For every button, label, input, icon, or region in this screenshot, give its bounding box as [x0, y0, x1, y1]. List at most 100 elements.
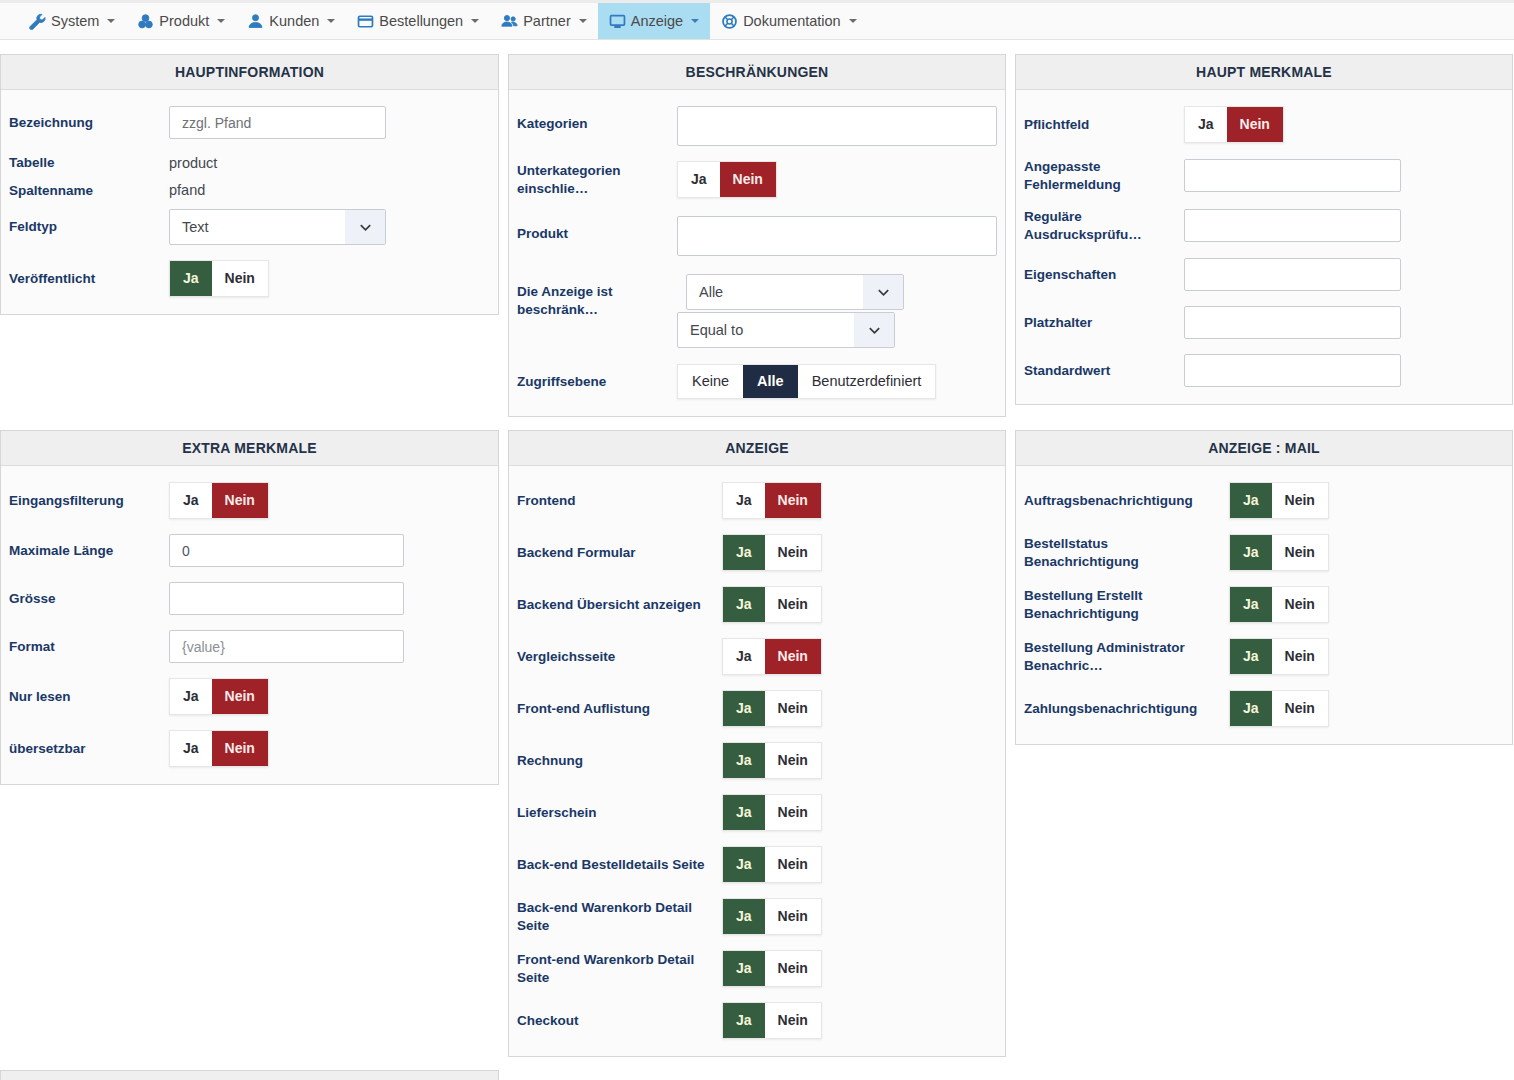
toggle-nein-button[interactable]: Nein	[765, 1003, 821, 1038]
toggle-ja-button[interactable]: Ja	[723, 899, 765, 934]
toggle-ja-button[interactable]: Ja	[1230, 483, 1272, 518]
toggle-nein-button[interactable]: Nein	[212, 679, 268, 714]
toggle-nein-button[interactable]: Nein	[212, 261, 268, 296]
chevron-down-icon	[345, 210, 385, 244]
toggle-nein-button[interactable]: Nein	[765, 743, 821, 778]
yes-no-toggle: Ja Nein	[1229, 534, 1329, 571]
field-label: Back-end Warenkorb Detail Seite	[517, 899, 722, 934]
field-label-spaltenname: Spaltenname	[9, 182, 169, 200]
menu-item-bestellungen[interactable]: Bestellungen	[346, 3, 490, 39]
uebersetzbar-toggle: Ja Nein	[169, 730, 269, 767]
fehlermeldung-input[interactable]	[1184, 159, 1401, 192]
toggle-nein-button[interactable]: Nein	[765, 951, 821, 986]
field-label: Rechnung	[517, 752, 722, 770]
card-icon	[357, 13, 374, 30]
panel-anzeige: ANZEIGE Frontend Ja Nein Backend Formula…	[508, 430, 1006, 1057]
toggle-nein-button[interactable]: Nein	[765, 795, 821, 830]
toggle-ja-button[interactable]: Ja	[723, 587, 765, 622]
toggle-ja-button[interactable]: Ja	[723, 639, 765, 674]
toggle-nein-button[interactable]: Nein	[765, 639, 821, 674]
toggle-ja-button[interactable]: Ja	[1230, 639, 1272, 674]
menu-item-dokumentation[interactable]: Dokumentation	[710, 3, 868, 39]
toggle-ja-button[interactable]: Ja	[723, 951, 765, 986]
toggle-nein-button[interactable]: Nein	[212, 731, 268, 766]
field-label-format: Format	[9, 638, 169, 656]
toggle-nein-button[interactable]: Nein	[765, 587, 821, 622]
beschraenkt-select[interactable]: Alle	[686, 274, 904, 310]
regex-input[interactable]	[1184, 209, 1401, 242]
field-label: Checkout	[517, 1012, 722, 1030]
menu-item-label: Partner	[523, 13, 571, 29]
bezeichnung-input[interactable]	[169, 106, 386, 139]
kategorien-input[interactable]	[677, 106, 997, 146]
feldtyp-select[interactable]: Text	[169, 209, 386, 245]
toggle-ja-button[interactable]: Ja	[723, 535, 765, 570]
toggle-ja-button[interactable]: Ja	[170, 261, 212, 296]
chevron-down-icon	[217, 19, 225, 23]
toggle-ja-button[interactable]: Ja	[1230, 691, 1272, 726]
produkt-input[interactable]	[677, 216, 997, 256]
menu-item-label: Bestellungen	[379, 13, 463, 29]
toggle-ja-button[interactable]: Ja	[1185, 107, 1227, 142]
toggle-nein-button[interactable]: Nein	[765, 847, 821, 882]
toggle-ja-button[interactable]: Ja	[723, 691, 765, 726]
toggle-nein-button[interactable]: Nein	[765, 535, 821, 570]
panel-title: ANZEIGE	[509, 431, 1005, 466]
format-input[interactable]	[169, 630, 404, 663]
toggle-ja-button[interactable]: Ja	[723, 847, 765, 882]
toggle-nein-button[interactable]: Nein	[1272, 691, 1328, 726]
toggle-ja-button[interactable]: Ja	[170, 731, 212, 766]
toggle-nein-button[interactable]: Nein	[720, 162, 776, 197]
toggle-ja-button[interactable]: Ja	[723, 483, 765, 518]
menu-item-system[interactable]: System	[18, 3, 126, 39]
yes-no-toggle: Ja Nein	[1229, 690, 1329, 727]
toggle-ja-button[interactable]: Ja	[170, 483, 212, 518]
toggle-nein-button[interactable]: Nein	[765, 899, 821, 934]
user-icon	[247, 13, 264, 30]
toggle-nein-button[interactable]: Nein	[212, 483, 268, 518]
choice-alle-button[interactable]: Alle	[743, 365, 798, 398]
field-label: Front-end Auflistung	[517, 700, 722, 718]
toggle-ja-button[interactable]: Ja	[678, 162, 720, 197]
panel-title: ANZEIGE : MAIL	[1016, 431, 1512, 466]
maxlaenge-input[interactable]	[169, 534, 404, 567]
yes-no-toggle: Ja Nein	[722, 690, 822, 727]
wrench-icon	[29, 13, 46, 30]
toggle-ja-button[interactable]: Ja	[723, 1003, 765, 1038]
field-label-pflichtfeld: Pflichtfeld	[1024, 116, 1184, 134]
menu-item-kunden[interactable]: Kunden	[236, 3, 346, 39]
menu-item-label: System	[51, 13, 99, 29]
toggle-nein-button[interactable]: Nein	[1272, 639, 1328, 674]
panel-vorschau: VORSCHAU zzgl. Pfand	[0, 1070, 499, 1080]
field-label-regex: Reguläre Ausdrucksprüfu…	[1024, 208, 1184, 243]
toggle-nein-button[interactable]: Nein	[1272, 483, 1328, 518]
toggle-nein-button[interactable]: Nein	[765, 483, 821, 518]
choice-keine-button[interactable]: Keine	[678, 365, 743, 398]
menu-item-partner[interactable]: Partner	[490, 3, 598, 39]
choice-benutzerdefiniert-button[interactable]: Benutzerdefiniert	[798, 365, 936, 398]
beschraenkt-operator-select[interactable]: Equal to	[677, 312, 895, 348]
toggle-nein-button[interactable]: Nein	[1272, 587, 1328, 622]
platzhalter-input[interactable]	[1184, 306, 1401, 339]
top-menubar: System Produkt Kunden Bestellungen Partn…	[0, 0, 1514, 40]
toggle-nein-button[interactable]: Nein	[765, 691, 821, 726]
groesse-input[interactable]	[169, 582, 404, 615]
panel-extra-merkmale: EXTRA MERKMALE Eingangsfilterung Ja Nein…	[0, 430, 499, 785]
field-label-tabelle: Tabelle	[9, 154, 169, 172]
toggle-ja-button[interactable]: Ja	[1230, 587, 1272, 622]
field-label: Backend Übersicht anzeigen	[517, 596, 722, 614]
toggle-ja-button[interactable]: Ja	[723, 795, 765, 830]
toggle-ja-button[interactable]: Ja	[170, 679, 212, 714]
menu-item-anzeige[interactable]: Anzeige	[598, 3, 710, 39]
toggle-ja-button[interactable]: Ja	[1230, 535, 1272, 570]
field-label-eigenschaften: Eigenschaften	[1024, 266, 1184, 284]
toggle-nein-button[interactable]: Nein	[1227, 107, 1283, 142]
yes-no-toggle: Ja Nein	[1229, 638, 1329, 675]
veroeffentlicht-toggle: Ja Nein	[169, 260, 269, 297]
menu-item-label: Kunden	[269, 13, 319, 29]
toggle-ja-button[interactable]: Ja	[723, 743, 765, 778]
toggle-nein-button[interactable]: Nein	[1272, 535, 1328, 570]
standardwert-input[interactable]	[1184, 354, 1401, 387]
menu-item-produkt[interactable]: Produkt	[126, 3, 236, 39]
eigenschaften-input[interactable]	[1184, 258, 1401, 291]
